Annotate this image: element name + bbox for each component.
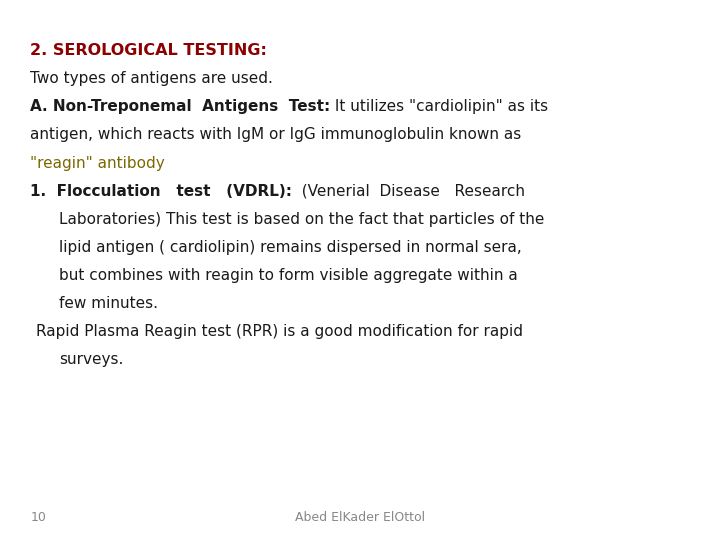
Text: "reagin" antibody: "reagin" antibody [30, 156, 165, 171]
Text: surveys.: surveys. [59, 352, 123, 367]
Text: 2. SEROLOGICAL TESTING:: 2. SEROLOGICAL TESTING: [30, 43, 267, 58]
Text: 10: 10 [30, 511, 46, 524]
Text: few minutes.: few minutes. [59, 296, 158, 311]
Text: but combines with reagin to form visible aggregate within a: but combines with reagin to form visible… [59, 268, 518, 283]
Text: antigen, which reacts with IgM or IgG immunoglobulin known as: antigen, which reacts with IgM or IgG im… [30, 127, 521, 143]
Text: (Venerial  Disease   Research: (Venerial Disease Research [292, 184, 526, 199]
Text: Laboratories) This test is based on the fact that particles of the: Laboratories) This test is based on the … [59, 212, 544, 227]
Text: It utilizes "cardiolipin" as its: It utilizes "cardiolipin" as its [330, 99, 549, 114]
Text: Two types of antigens are used.: Two types of antigens are used. [30, 71, 273, 86]
Text: A. Non-Treponemal  Antigens  Test:: A. Non-Treponemal Antigens Test: [30, 99, 330, 114]
Text: Abed ElKader ElOttol: Abed ElKader ElOttol [295, 511, 425, 524]
Text: Rapid Plasma Reagin test (RPR) is a good modification for rapid: Rapid Plasma Reagin test (RPR) is a good… [36, 324, 523, 339]
Text: lipid antigen ( cardiolipin) remains dispersed in normal sera,: lipid antigen ( cardiolipin) remains dis… [59, 240, 522, 255]
Text: 1.  Flocculation   test   (VDRL):: 1. Flocculation test (VDRL): [30, 184, 292, 199]
